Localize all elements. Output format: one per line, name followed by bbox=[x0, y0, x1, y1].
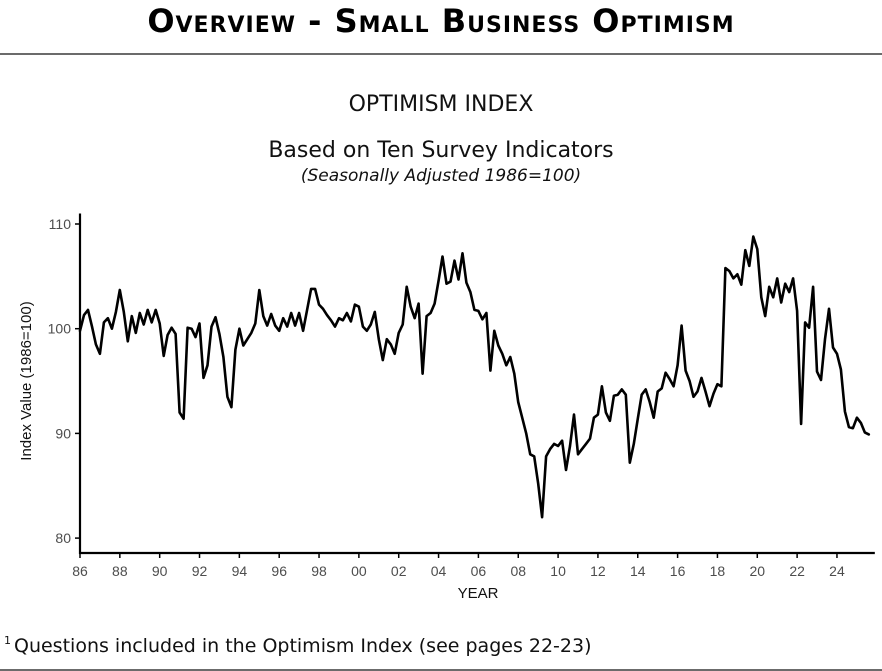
x-tick-label: 86 bbox=[72, 563, 88, 579]
footnote-marker: 1 bbox=[4, 634, 11, 647]
x-tick-label: 90 bbox=[152, 563, 168, 579]
page-title: Overview - Small Business Optimism bbox=[147, 2, 735, 40]
x-tick-label: 20 bbox=[749, 563, 765, 579]
x-tick-label: 08 bbox=[510, 563, 526, 579]
y-axis-title: Index Value (1986=100) bbox=[18, 301, 35, 460]
x-tick-label: 94 bbox=[232, 563, 248, 579]
x-tick-label: 04 bbox=[431, 563, 447, 579]
x-tick-label: 16 bbox=[670, 563, 686, 579]
x-tick-label: 98 bbox=[311, 563, 327, 579]
y-tick-label: 90 bbox=[55, 425, 71, 441]
x-tick-label: 02 bbox=[391, 563, 407, 579]
x-axis: 86 88 90 92 94 96 98 00 02 04 06 08 10 12 14 16 18 20 22 24 bbox=[72, 551, 875, 579]
x-tick-label: 92 bbox=[192, 563, 208, 579]
y-tick-label: 110 bbox=[49, 216, 72, 232]
x-tick-label: 10 bbox=[550, 563, 566, 579]
x-tick-label: 18 bbox=[710, 563, 726, 579]
title-divider bbox=[0, 53, 882, 55]
chart-note: (Seasonally Adjusted 1986=100) bbox=[300, 166, 582, 186]
x-tick-label: 12 bbox=[590, 563, 606, 579]
x-axis-title: YEAR bbox=[458, 585, 499, 602]
y-axis: 80 90 100 110 bbox=[48, 213, 82, 554]
chart-subtitle: Based on Ten Survey Indicators bbox=[268, 138, 614, 163]
x-tick-label: 00 bbox=[351, 563, 367, 579]
x-tick-label: 22 bbox=[789, 563, 805, 579]
x-tick-label: 06 bbox=[471, 563, 487, 579]
chart-title: OPTIMISM INDEX bbox=[348, 92, 534, 117]
series-line-optimism-index bbox=[78, 235, 871, 519]
x-tick-label: 96 bbox=[271, 563, 287, 579]
y-tick-label: 80 bbox=[55, 530, 71, 546]
y-tick-label: 100 bbox=[48, 321, 72, 337]
footer-divider bbox=[0, 669, 882, 671]
x-tick-label: 24 bbox=[829, 563, 845, 579]
footnote-text: Questions included in the Optimism Index… bbox=[14, 635, 592, 657]
x-tick-label: 88 bbox=[112, 563, 128, 579]
x-tick-label: 14 bbox=[630, 563, 646, 579]
footnote: 1 Questions included in the Optimism Inde… bbox=[4, 634, 592, 657]
